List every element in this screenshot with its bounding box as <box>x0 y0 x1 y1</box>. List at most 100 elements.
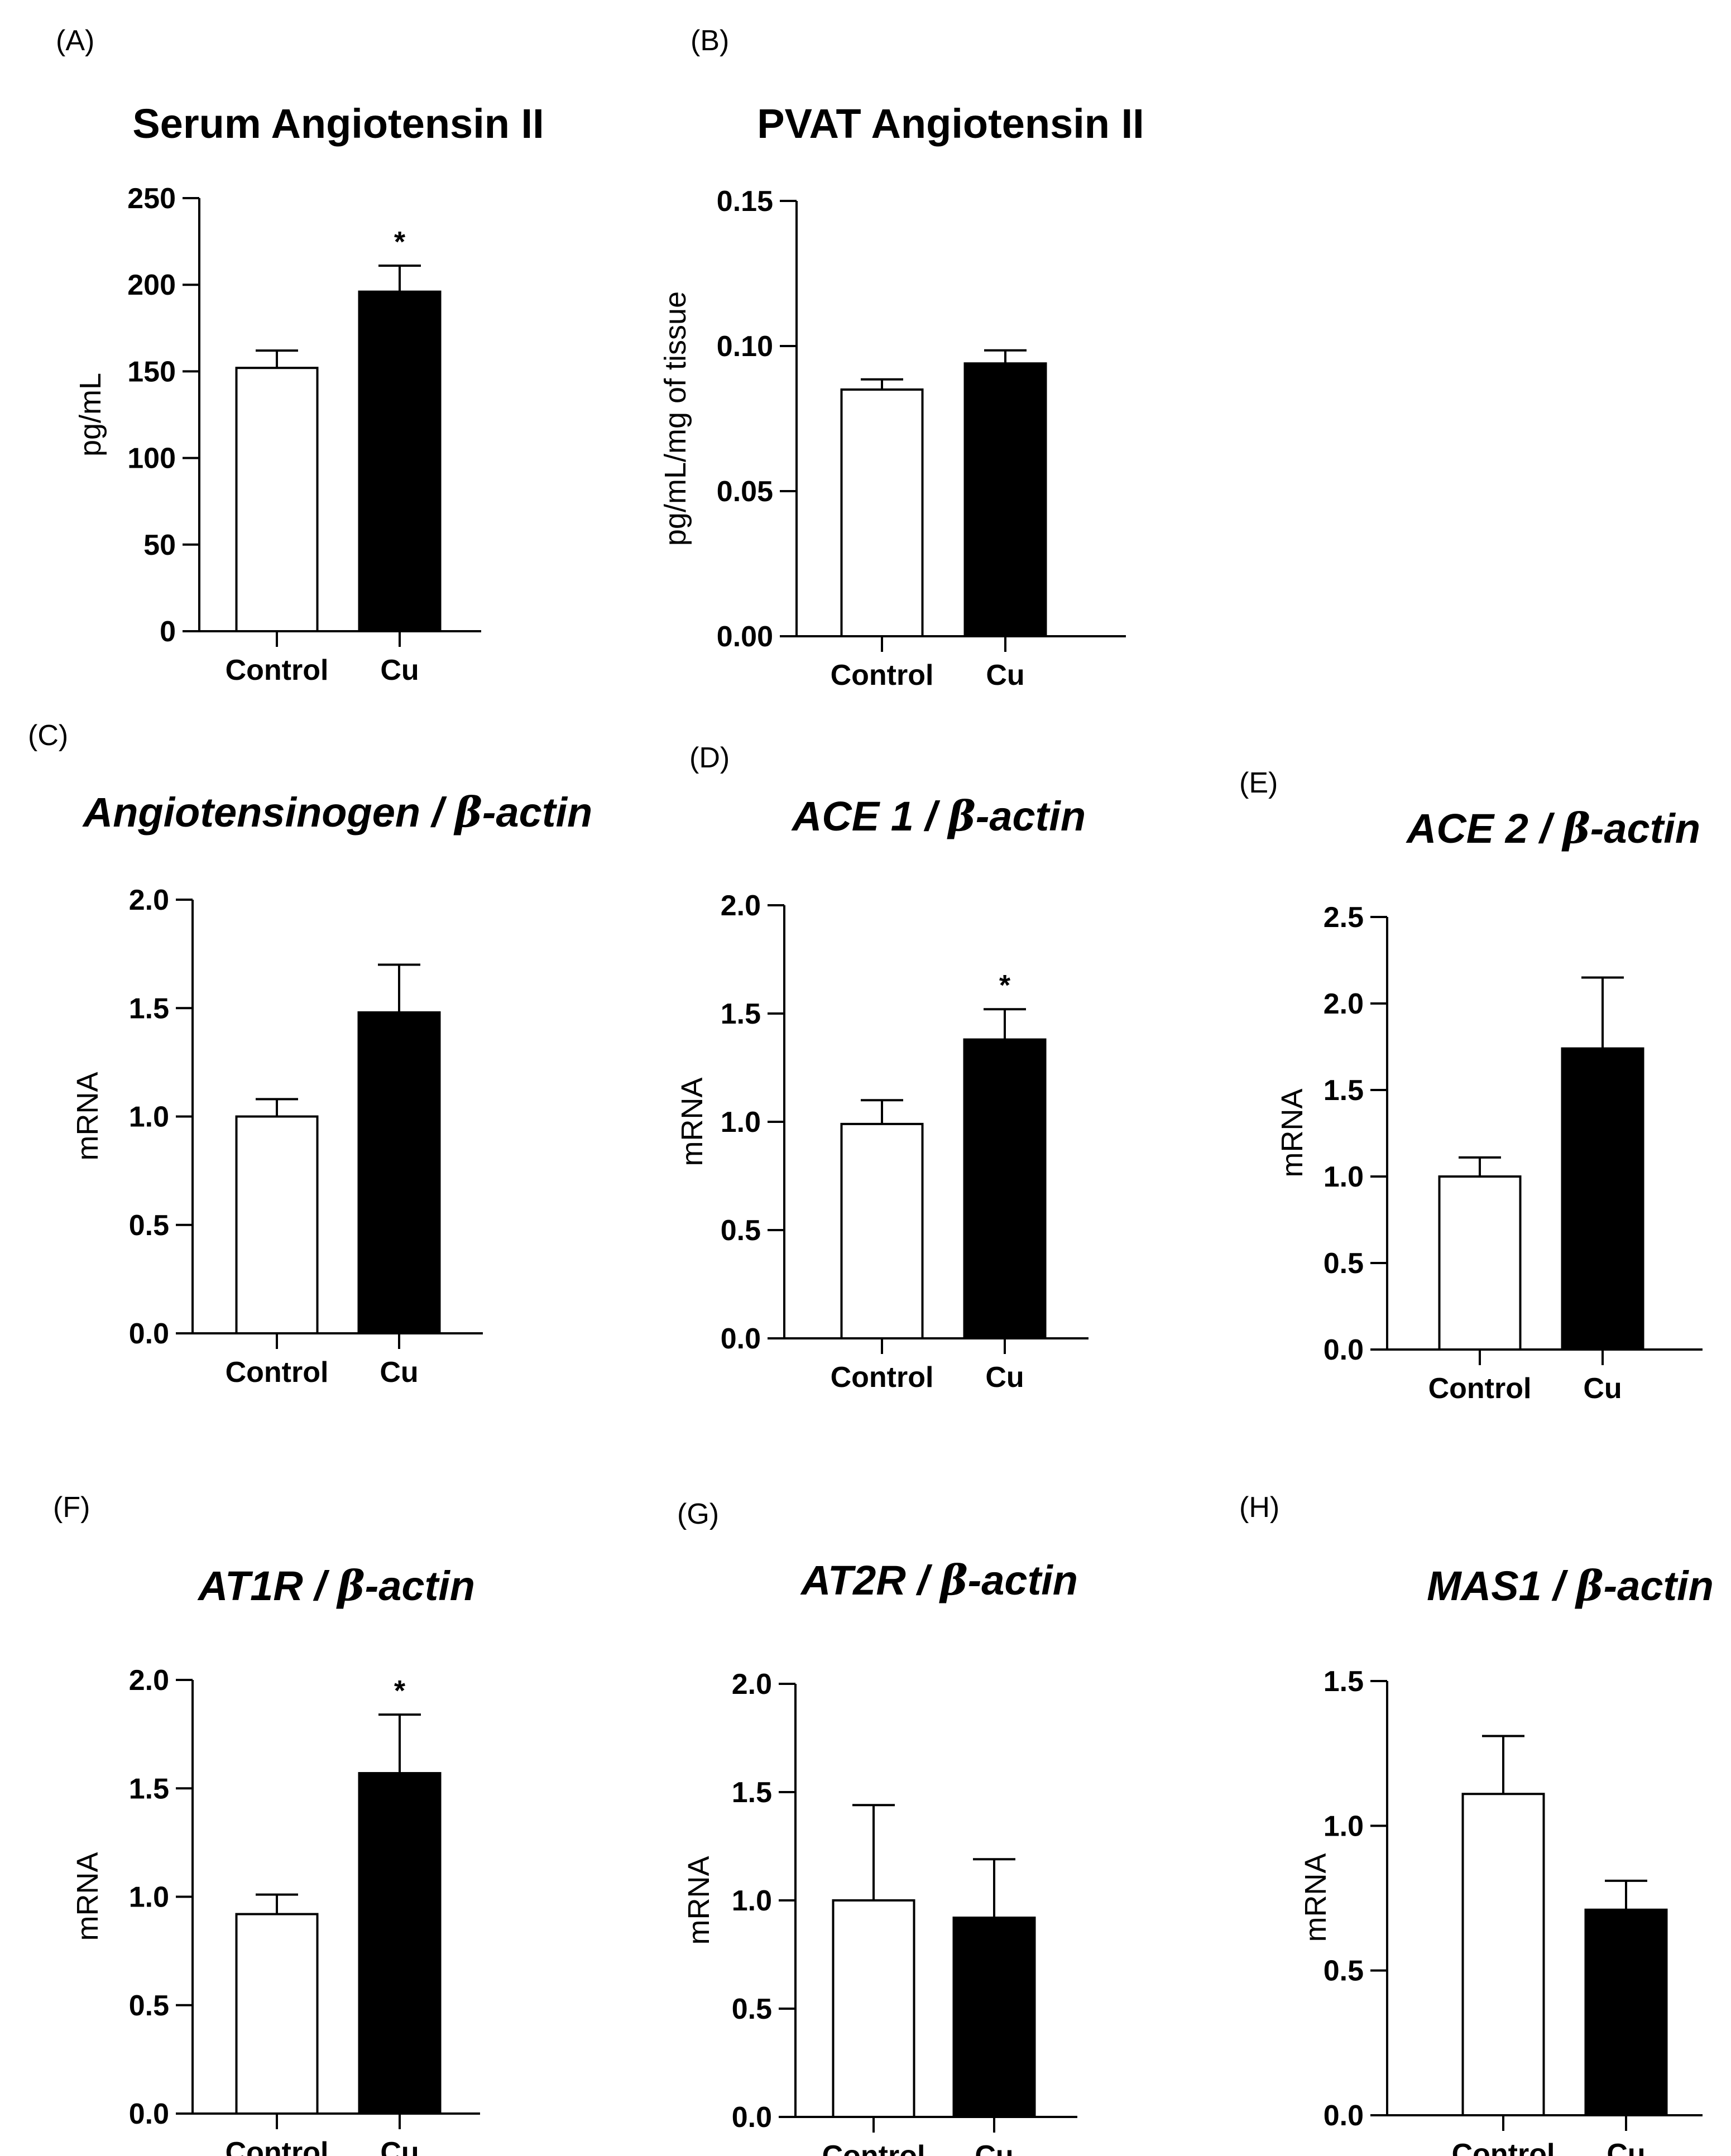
panel-label: (A) <box>56 25 94 57</box>
y-tick-label: 1.5 <box>129 1773 169 1805</box>
y-axis-label: mRNA <box>682 1856 716 1945</box>
y-tick-label: 0.5 <box>721 1214 761 1247</box>
y-tick-label: 100 <box>127 443 176 475</box>
y-tick-label: 1.0 <box>129 1101 169 1134</box>
bar-cu <box>358 1772 442 2115</box>
x-tick-label: Cu <box>380 654 419 686</box>
chart-title: ACE 1 / β-actin <box>791 793 1086 841</box>
bar-cu <box>357 1011 441 1334</box>
y-tick-label: 2.0 <box>721 890 761 922</box>
bar-control <box>235 1913 319 2115</box>
x-tick-label: Control <box>226 2136 329 2156</box>
error-bar-control <box>1459 1156 1501 1177</box>
bar-cu <box>963 362 1047 637</box>
bar-control <box>1461 1793 1545 2116</box>
y-tick-label: 50 <box>143 529 176 561</box>
chart-title: PVAT Angiotensin II <box>757 100 1144 147</box>
y-axis-label: mRNA <box>1276 1089 1309 1178</box>
error-bar-control <box>1482 1735 1524 1794</box>
x-tick-label: Control <box>822 2140 926 2156</box>
chart-title: Serum Angiotensin II <box>132 100 544 147</box>
error-bar-cu <box>1605 1879 1647 1910</box>
x-tick-label: Cu <box>380 1356 418 1389</box>
y-axis-label: mRNA <box>1299 1854 1332 1942</box>
panel-label: (B) <box>691 25 729 57</box>
bar-control <box>235 1115 319 1334</box>
bar-cu <box>1561 1047 1644 1351</box>
y-tick-label: 0.0 <box>732 2101 772 2134</box>
y-tick-label: 0.0 <box>1324 1334 1364 1366</box>
chart-panel-b: (B) PVAT Angiotensin II pg/mL/mg of tissue… <box>659 25 1144 692</box>
error-bar-control <box>256 349 298 368</box>
y-tick-label: 0.5 <box>732 1993 772 2025</box>
chart-panel-d: (D) ACE 1 / β-actin mRNA Control * Cu 0.0 0.5 1.… <box>675 742 1089 1394</box>
panel-label: (C) <box>28 719 68 752</box>
x-tick-label: Control <box>831 1361 934 1394</box>
chart-panel-f: (F) AT1R / β-actin mRNA Control * Cu 0.0 0.5 1.0… <box>53 1491 480 2156</box>
bar-control <box>832 1899 915 2118</box>
x-tick-label: Control <box>226 654 329 686</box>
x-tick-label: Cu <box>975 2140 1013 2156</box>
y-tick-label: 1.5 <box>129 992 169 1025</box>
y-tick-label: 200 <box>127 269 176 301</box>
error-bar-cu <box>973 1858 1015 1918</box>
y-tick-label: 0.5 <box>129 1990 169 2022</box>
bar-cu <box>358 290 442 632</box>
bar-control <box>1438 1175 1522 1351</box>
x-tick-label: Control <box>1452 2138 1555 2156</box>
chart-panel-c: (C) Angiotensinogen / β-actin mRNA Control C… <box>28 719 592 1389</box>
x-tick-label: Cu <box>380 2136 419 2156</box>
panel-label: (D) <box>689 742 730 774</box>
error-bar-control <box>852 1804 895 1900</box>
error-bar-control <box>256 1893 298 1914</box>
y-tick-label: 0.00 <box>717 621 773 653</box>
y-tick-label: 0.5 <box>129 1209 169 1242</box>
y-tick-label: 0.0 <box>129 2098 169 2130</box>
error-bar-cu <box>378 265 421 292</box>
error-bar-cu <box>378 963 420 1013</box>
y-tick-label: 250 <box>127 183 176 215</box>
bar-cu <box>952 1917 1036 2119</box>
y-tick-label: 2.5 <box>1324 901 1364 934</box>
y-tick-label: 1.0 <box>1324 1810 1364 1842</box>
chart-panel-e: (E) ACE 2 / β-actin mRNA Control Cu 0.0 0.5 1.0… <box>1239 767 1703 1405</box>
bar-control <box>235 367 319 633</box>
y-tick-label: 0.0 <box>129 1318 169 1350</box>
chart-panel-g: (G) AT2R / β-actin mRNA Control Cu 0.0 0.5 1.0 1… <box>677 1498 1078 2156</box>
chart-title: Angiotensinogen / β-actin <box>82 789 592 837</box>
x-tick-label: Cu <box>1583 1372 1622 1405</box>
bar-control <box>840 388 924 637</box>
y-tick-label: 0.5 <box>1324 1247 1364 1280</box>
y-tick-label: 0.05 <box>717 476 773 508</box>
chart-title: AT1R / β-actin <box>197 1562 475 1610</box>
y-tick-label: 2.0 <box>129 884 169 916</box>
y-tick-label: 1.0 <box>129 1881 169 1914</box>
chart-title: MAS1 / β-actin <box>1427 1562 1714 1610</box>
x-tick-label: Cu <box>986 659 1024 692</box>
x-tick-label: Control <box>226 1356 329 1389</box>
chart-title: AT2R / β-actin <box>800 1557 1078 1605</box>
significance-marker: * <box>394 1675 406 1707</box>
y-tick-label: 1.5 <box>1324 1074 1364 1107</box>
error-bar-control <box>861 378 903 390</box>
error-bar-control <box>256 1098 298 1117</box>
y-tick-label: 2.0 <box>129 1664 169 1697</box>
bar-cu <box>1584 1908 1668 2116</box>
error-bar-cu <box>984 1008 1026 1040</box>
error-bar-cu <box>984 349 1027 364</box>
x-tick-label: Control <box>1428 1372 1532 1405</box>
panel-label: (G) <box>677 1498 719 1530</box>
y-axis-label: mRNA <box>675 1078 709 1166</box>
y-axis-label: mRNA <box>71 1852 104 1941</box>
chart-panel-a: (A) Serum Angiotensin II pg/mL Control * Cu 0 5… <box>56 25 544 686</box>
error-bar-cu <box>1581 976 1624 1049</box>
bar-cu <box>963 1038 1047 1340</box>
y-tick-label: 0.0 <box>1324 2100 1364 2132</box>
y-axis-label: pg/mL/mg of tissue <box>659 291 692 546</box>
y-tick-label: 1.0 <box>732 1885 772 1917</box>
y-tick-label: 2.0 <box>1324 988 1364 1020</box>
x-tick-label: Cu <box>1607 2138 1645 2156</box>
x-tick-label: Cu <box>985 1361 1024 1394</box>
y-axis-label: mRNA <box>71 1072 104 1161</box>
